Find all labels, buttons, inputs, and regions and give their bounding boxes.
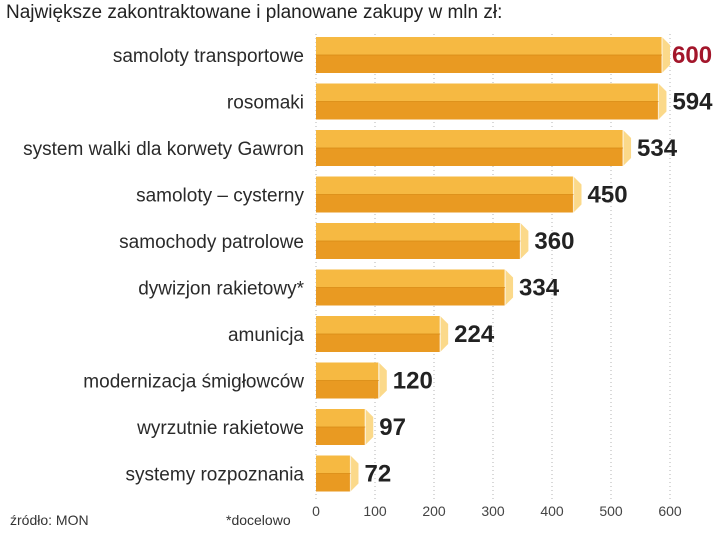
bar	[316, 269, 514, 306]
x-tick-label: 500	[599, 503, 623, 519]
value-label: 72	[364, 461, 391, 488]
bar	[316, 223, 529, 259]
value-labels: 600 594 534 450 360 334 224 120 97 72	[364, 42, 713, 488]
value-label: 360	[534, 228, 574, 255]
bar	[316, 316, 449, 352]
x-tick-label: 0	[312, 503, 320, 519]
value-label: 534	[637, 135, 678, 162]
category-labels: samoloty transportowe rosomaki system walk…	[23, 46, 304, 486]
value-label: 594	[672, 89, 713, 116]
bar	[316, 409, 374, 445]
x-tick-label: 400	[540, 503, 564, 519]
value-label: 334	[519, 275, 560, 302]
bar	[316, 176, 582, 213]
bar	[316, 130, 632, 166]
category-label: samoloty transportowe	[113, 46, 304, 67]
x-axis-ticks: 0 100 200 300 400 500 600	[312, 503, 682, 519]
value-label: 120	[393, 368, 433, 395]
bars	[316, 37, 670, 492]
bar	[316, 455, 359, 492]
category-label: samochody patrolowe	[119, 232, 304, 253]
category-label: systemy rozpoznania	[126, 465, 305, 486]
source-note: źródło: MON	[10, 512, 89, 528]
value-label: 224	[454, 321, 495, 348]
category-label: amunicja	[228, 325, 304, 346]
category-label: modernizacja śmigłowców	[83, 372, 304, 393]
category-label: rosomaki	[227, 93, 304, 114]
x-tick-label: 300	[481, 503, 505, 519]
chart-title: Największe zakontraktowane i planowane z…	[6, 2, 503, 23]
x-tick-label: 600	[658, 503, 682, 519]
category-label: samoloty – cysterny	[136, 186, 304, 207]
bar	[316, 83, 667, 120]
category-label: wyrzutnie rakietowe	[136, 418, 304, 439]
footnote: *docelowo	[226, 512, 291, 528]
value-label: 600	[672, 42, 712, 69]
bar	[316, 362, 387, 399]
category-label: system walki dla korwety Gawron	[23, 139, 304, 160]
x-tick-label: 100	[363, 503, 387, 519]
value-label: 97	[379, 414, 406, 441]
bar	[316, 37, 670, 73]
value-label: 450	[588, 182, 628, 209]
x-tick-label: 200	[422, 503, 446, 519]
category-label: dywizjon rakietowy*	[138, 279, 304, 300]
